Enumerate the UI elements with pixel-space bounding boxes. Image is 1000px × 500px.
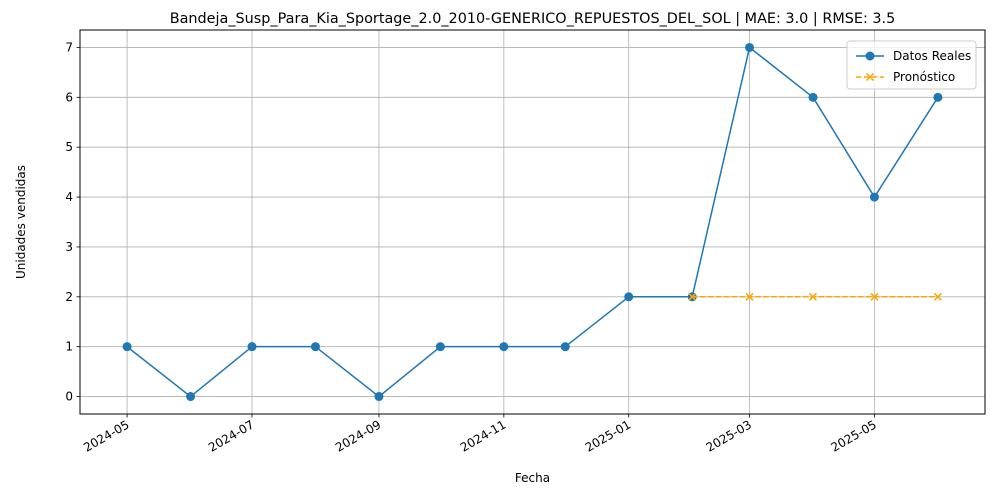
data-point-stroke	[688, 292, 697, 301]
y-tick-label: 6	[65, 90, 73, 104]
legend-label: Pronóstico	[893, 70, 955, 84]
data-point	[745, 292, 754, 301]
legend-label: Datos Reales	[893, 49, 971, 63]
data-point	[560, 342, 570, 352]
data-point	[310, 342, 320, 352]
data-point	[933, 92, 943, 102]
data-point	[624, 292, 634, 302]
legend-swatch-marker	[865, 51, 875, 61]
data-point	[186, 392, 196, 402]
data-point	[870, 292, 879, 301]
data-point	[933, 292, 942, 301]
y-tick-label: 2	[65, 290, 73, 304]
data-point	[122, 342, 132, 352]
y-tick-label: 5	[65, 140, 73, 154]
series-layer	[122, 42, 943, 402]
legend-box	[846, 40, 977, 90]
y-tick-label: 0	[65, 390, 73, 404]
series-line	[126, 46, 939, 398]
chart-title: Bandeja_Susp_Para_Kia_Sportage_2.0_2010-…	[170, 11, 896, 27]
data-point-stroke	[745, 292, 754, 301]
plot-frame	[79, 29, 986, 415]
x-axis-label: Fecha	[515, 471, 550, 485]
data-point	[869, 192, 879, 202]
data-point	[435, 342, 445, 352]
data-point-stroke	[870, 292, 879, 301]
data-point	[808, 92, 818, 102]
data-point-stroke	[808, 292, 818, 301]
y-tick-label: 1	[65, 340, 73, 354]
data-point	[499, 342, 509, 352]
y-tick-label: 3	[65, 240, 73, 254]
y-tick-label: 7	[65, 40, 73, 54]
data-point	[808, 292, 818, 301]
y-axis-label: Unidades vendidas	[14, 165, 28, 279]
data-point	[247, 342, 257, 352]
legend-swatch-marker	[865, 72, 875, 82]
data-point	[688, 292, 697, 301]
data-point	[745, 42, 755, 52]
data-point-stroke	[933, 292, 942, 301]
legend: Datos Reales Pronóstico	[846, 40, 977, 90]
legend-swatch-stroke	[865, 72, 875, 82]
data-point	[374, 392, 384, 402]
y-tick-label: 4	[65, 190, 73, 204]
